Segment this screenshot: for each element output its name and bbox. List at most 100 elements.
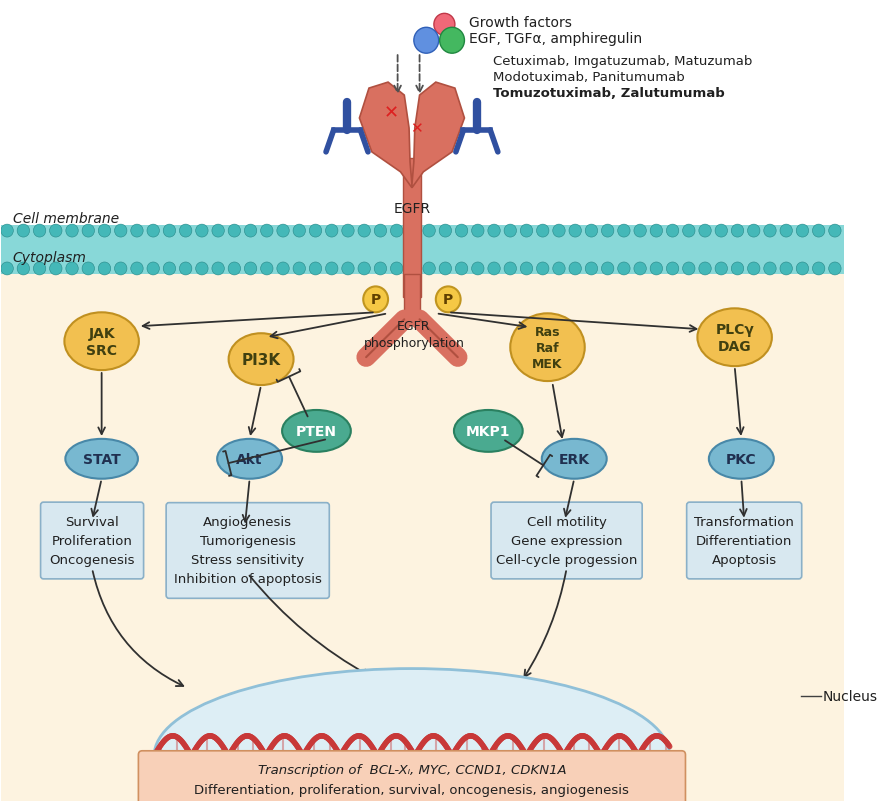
Text: PTEN: PTEN xyxy=(296,424,337,439)
Circle shape xyxy=(277,225,290,237)
FancyBboxPatch shape xyxy=(687,503,802,579)
Circle shape xyxy=(634,225,646,237)
Text: Akt: Akt xyxy=(237,452,263,466)
Circle shape xyxy=(34,225,46,237)
Circle shape xyxy=(66,225,79,237)
Circle shape xyxy=(683,225,695,237)
Circle shape xyxy=(434,14,455,36)
Circle shape xyxy=(601,225,614,237)
Circle shape xyxy=(472,225,484,237)
Circle shape xyxy=(98,225,110,237)
Ellipse shape xyxy=(454,411,523,452)
Circle shape xyxy=(260,262,273,276)
Text: P: P xyxy=(443,293,453,307)
Circle shape xyxy=(423,262,435,276)
Ellipse shape xyxy=(218,734,297,778)
Circle shape xyxy=(456,225,468,237)
Circle shape xyxy=(245,262,257,276)
Circle shape xyxy=(698,225,711,237)
Circle shape xyxy=(326,225,338,237)
Text: Angiogenesis
Tumorigenesis
Stress sensitivity
Inhibition of apoptosis: Angiogenesis Tumorigenesis Stress sensit… xyxy=(174,516,321,585)
Circle shape xyxy=(715,262,728,276)
Circle shape xyxy=(698,262,711,276)
Circle shape xyxy=(196,225,208,237)
FancyBboxPatch shape xyxy=(41,503,144,579)
Text: EGF, TGFα, amphiregulin: EGF, TGFα, amphiregulin xyxy=(469,32,642,47)
Ellipse shape xyxy=(229,334,293,386)
Circle shape xyxy=(601,262,614,276)
Circle shape xyxy=(115,225,127,237)
Circle shape xyxy=(650,225,662,237)
Circle shape xyxy=(618,225,630,237)
Polygon shape xyxy=(412,83,464,188)
Circle shape xyxy=(585,262,598,276)
Circle shape xyxy=(569,262,581,276)
Circle shape xyxy=(634,262,646,276)
Text: ERK: ERK xyxy=(559,452,590,466)
Circle shape xyxy=(49,225,62,237)
Bar xyxy=(2,225,844,275)
Circle shape xyxy=(715,225,728,237)
Circle shape xyxy=(504,262,517,276)
Circle shape xyxy=(293,225,306,237)
Text: Transcription of  BCL-Xₗ, MYC, CCND1, CDKN1A: Transcription of BCL-Xₗ, MYC, CCND1, CDK… xyxy=(258,764,566,776)
Circle shape xyxy=(537,262,549,276)
Text: ELK1: ELK1 xyxy=(526,749,565,763)
Ellipse shape xyxy=(155,669,669,802)
Circle shape xyxy=(358,262,370,276)
Circle shape xyxy=(667,225,679,237)
Circle shape xyxy=(569,225,581,237)
Circle shape xyxy=(436,287,461,313)
Circle shape xyxy=(683,262,695,276)
Circle shape xyxy=(17,225,29,237)
Circle shape xyxy=(82,262,94,276)
Circle shape xyxy=(520,262,532,276)
Circle shape xyxy=(374,262,387,276)
Text: Survival
Proliferation
Oncogenesis: Survival Proliferation Oncogenesis xyxy=(49,516,135,566)
Circle shape xyxy=(731,262,743,276)
Circle shape xyxy=(731,225,743,237)
Text: ✕: ✕ xyxy=(411,121,423,136)
Bar xyxy=(404,275,419,325)
Circle shape xyxy=(309,225,321,237)
Circle shape xyxy=(439,262,451,276)
Ellipse shape xyxy=(366,734,443,778)
Circle shape xyxy=(812,225,825,237)
Circle shape xyxy=(212,262,224,276)
Text: Differentiation, proliferation, survival, oncogenesis, angiogenesis: Differentiation, proliferation, survival… xyxy=(194,784,630,796)
Circle shape xyxy=(796,262,809,276)
Circle shape xyxy=(277,262,290,276)
Circle shape xyxy=(212,225,224,237)
Circle shape xyxy=(228,262,240,276)
Circle shape xyxy=(812,262,825,276)
Circle shape xyxy=(439,225,451,237)
Circle shape xyxy=(163,225,176,237)
Circle shape xyxy=(363,287,388,313)
Ellipse shape xyxy=(510,314,585,382)
Text: Cetuximab, Imgatuzumab, Matuzumab: Cetuximab, Imgatuzumab, Matuzumab xyxy=(493,55,752,67)
Circle shape xyxy=(131,262,143,276)
Text: MKP1: MKP1 xyxy=(466,424,510,439)
Text: Ras
Raf
MEK: Ras Raf MEK xyxy=(532,326,562,371)
Circle shape xyxy=(163,262,176,276)
Circle shape xyxy=(390,225,403,237)
Text: Cell membrane: Cell membrane xyxy=(13,212,119,225)
Circle shape xyxy=(260,225,273,237)
Circle shape xyxy=(487,262,501,276)
Circle shape xyxy=(520,225,532,237)
Text: Modotuximab, Panitumumab: Modotuximab, Panitumumab xyxy=(493,71,685,83)
Circle shape xyxy=(196,262,208,276)
Circle shape xyxy=(309,262,321,276)
Ellipse shape xyxy=(698,309,772,367)
Circle shape xyxy=(618,262,630,276)
Circle shape xyxy=(407,262,419,276)
Circle shape xyxy=(390,262,403,276)
Ellipse shape xyxy=(64,313,139,371)
Bar xyxy=(2,245,844,800)
Circle shape xyxy=(131,225,143,237)
Circle shape xyxy=(66,262,79,276)
Text: PKC: PKC xyxy=(726,452,757,466)
Circle shape xyxy=(82,225,94,237)
Ellipse shape xyxy=(542,439,607,479)
Circle shape xyxy=(115,262,127,276)
